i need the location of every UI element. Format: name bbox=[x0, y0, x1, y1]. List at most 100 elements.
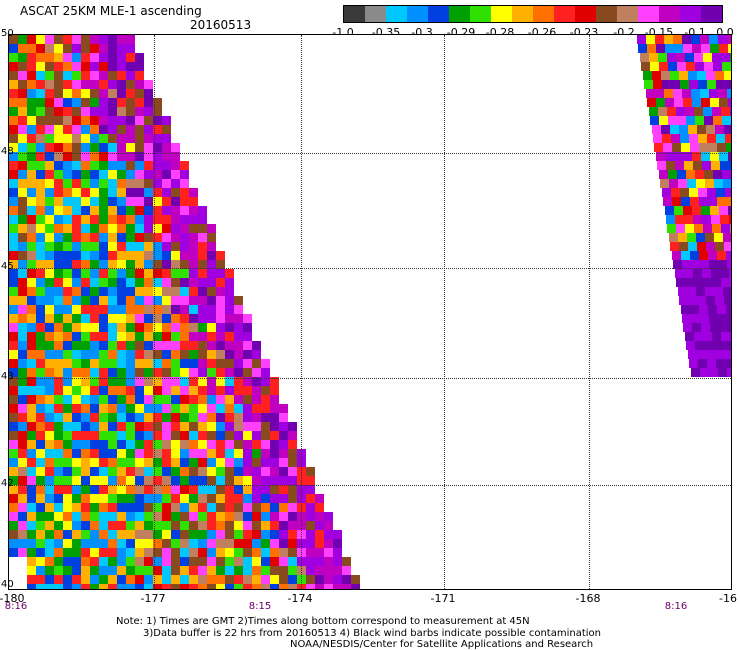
swath-pixel bbox=[324, 584, 333, 589]
swath-pixel bbox=[701, 98, 711, 107]
swath-pixel bbox=[45, 557, 54, 566]
note-line-1: Note: 1) Times are GMT 2)Times along bot… bbox=[116, 616, 530, 627]
swath-pixel bbox=[180, 323, 189, 332]
swath-pixel bbox=[36, 44, 45, 53]
swath-pixel bbox=[81, 359, 90, 368]
swath-pixel bbox=[135, 305, 144, 314]
map-plot[interactable] bbox=[8, 34, 732, 590]
swath-pixel bbox=[81, 467, 90, 476]
swath-pixel bbox=[688, 134, 698, 143]
swath-pixel bbox=[144, 224, 153, 233]
swath-pixel bbox=[81, 539, 90, 548]
swath-pixel bbox=[198, 548, 207, 557]
swath-pixel bbox=[680, 80, 690, 89]
swath-pixel bbox=[72, 449, 81, 458]
swath-pixel bbox=[27, 107, 36, 116]
swath-pixel bbox=[45, 278, 54, 287]
swath-pixel bbox=[27, 89, 36, 98]
swath-pixel bbox=[117, 566, 126, 575]
swath-pixel bbox=[279, 530, 288, 539]
swath-pixel bbox=[18, 152, 27, 161]
swath-pixel bbox=[153, 431, 162, 440]
swath-pixel bbox=[270, 395, 279, 404]
swath-pixel bbox=[45, 467, 54, 476]
swath-pixel bbox=[27, 134, 36, 143]
swath-pixel bbox=[234, 440, 243, 449]
swath-pixel bbox=[63, 251, 72, 260]
swath-pixel bbox=[99, 314, 108, 323]
swath-pixel bbox=[207, 269, 216, 278]
swath-pixel bbox=[72, 62, 81, 71]
swath-pixel bbox=[72, 161, 81, 170]
swath-pixel bbox=[234, 467, 243, 476]
swath-pixel bbox=[99, 494, 108, 503]
swath-pixel bbox=[135, 413, 144, 422]
swath-pixel bbox=[719, 269, 729, 278]
swath-pixel bbox=[657, 161, 667, 170]
swath-pixel bbox=[27, 566, 36, 575]
swath-pixel bbox=[54, 161, 63, 170]
swath-pixel bbox=[705, 350, 715, 359]
swath-pixel bbox=[189, 530, 198, 539]
swath-pixel bbox=[18, 449, 27, 458]
swath-pixel bbox=[180, 242, 189, 251]
swath-pixel bbox=[692, 269, 702, 278]
swath-pixel bbox=[288, 503, 297, 512]
swath-pixel bbox=[648, 107, 658, 116]
swath-pixel bbox=[135, 494, 144, 503]
swath-pixel bbox=[153, 341, 162, 350]
swath-pixel bbox=[707, 251, 717, 260]
swath-pixel bbox=[54, 98, 63, 107]
grid-line-lon bbox=[589, 35, 590, 589]
swath-pixel bbox=[108, 440, 117, 449]
swath-pixel bbox=[162, 278, 171, 287]
swath-pixel bbox=[45, 584, 54, 589]
swath-pixel bbox=[711, 215, 720, 224]
swath-pixel bbox=[126, 98, 135, 107]
swath-pixel bbox=[207, 224, 216, 233]
swath-pixel bbox=[243, 539, 252, 548]
swath-pixel bbox=[36, 296, 45, 305]
swath-pixel bbox=[126, 449, 135, 458]
swath-pixel bbox=[135, 89, 144, 98]
swath-pixel bbox=[180, 350, 189, 359]
swath-pixel bbox=[90, 341, 99, 350]
swath-pixel bbox=[18, 71, 27, 80]
swath-pixel bbox=[117, 350, 126, 359]
swath-pixel bbox=[126, 557, 135, 566]
swath-pixel bbox=[63, 170, 72, 179]
swath-pixel bbox=[72, 35, 81, 44]
swath-pixel bbox=[9, 404, 18, 413]
swath-pixel bbox=[707, 305, 717, 314]
swath-pixel bbox=[726, 89, 731, 98]
swath-pixel bbox=[117, 179, 126, 188]
swath-pixel bbox=[9, 125, 18, 134]
swath-pixel bbox=[671, 80, 681, 89]
swath-pixel bbox=[117, 503, 126, 512]
swath-pixel bbox=[90, 368, 99, 377]
swath-pixel bbox=[36, 53, 45, 62]
swath-pixel bbox=[726, 143, 731, 152]
swath-pixel bbox=[72, 89, 81, 98]
swath-pixel bbox=[234, 539, 243, 548]
swath-pixel bbox=[666, 53, 676, 62]
swath-pixel bbox=[180, 206, 189, 215]
swath-pixel bbox=[81, 224, 90, 233]
swath-pixel bbox=[144, 485, 153, 494]
swath-pixel bbox=[36, 278, 45, 287]
swath-pixel bbox=[243, 530, 252, 539]
swath-pixel bbox=[135, 323, 144, 332]
swath-pixel bbox=[63, 323, 72, 332]
swath-pixel bbox=[27, 179, 36, 188]
swath-pixel bbox=[63, 539, 72, 548]
swath-pixel bbox=[171, 350, 180, 359]
swath-pixel bbox=[72, 332, 81, 341]
swath-pixel bbox=[81, 458, 90, 467]
swath-pixel bbox=[693, 161, 703, 170]
swath-pixel bbox=[117, 494, 126, 503]
swath-pixel bbox=[695, 233, 705, 242]
swath-pixel bbox=[81, 476, 90, 485]
swath-pixel bbox=[728, 269, 731, 278]
swath-pixel bbox=[252, 368, 261, 377]
swath-pixel bbox=[646, 35, 655, 44]
